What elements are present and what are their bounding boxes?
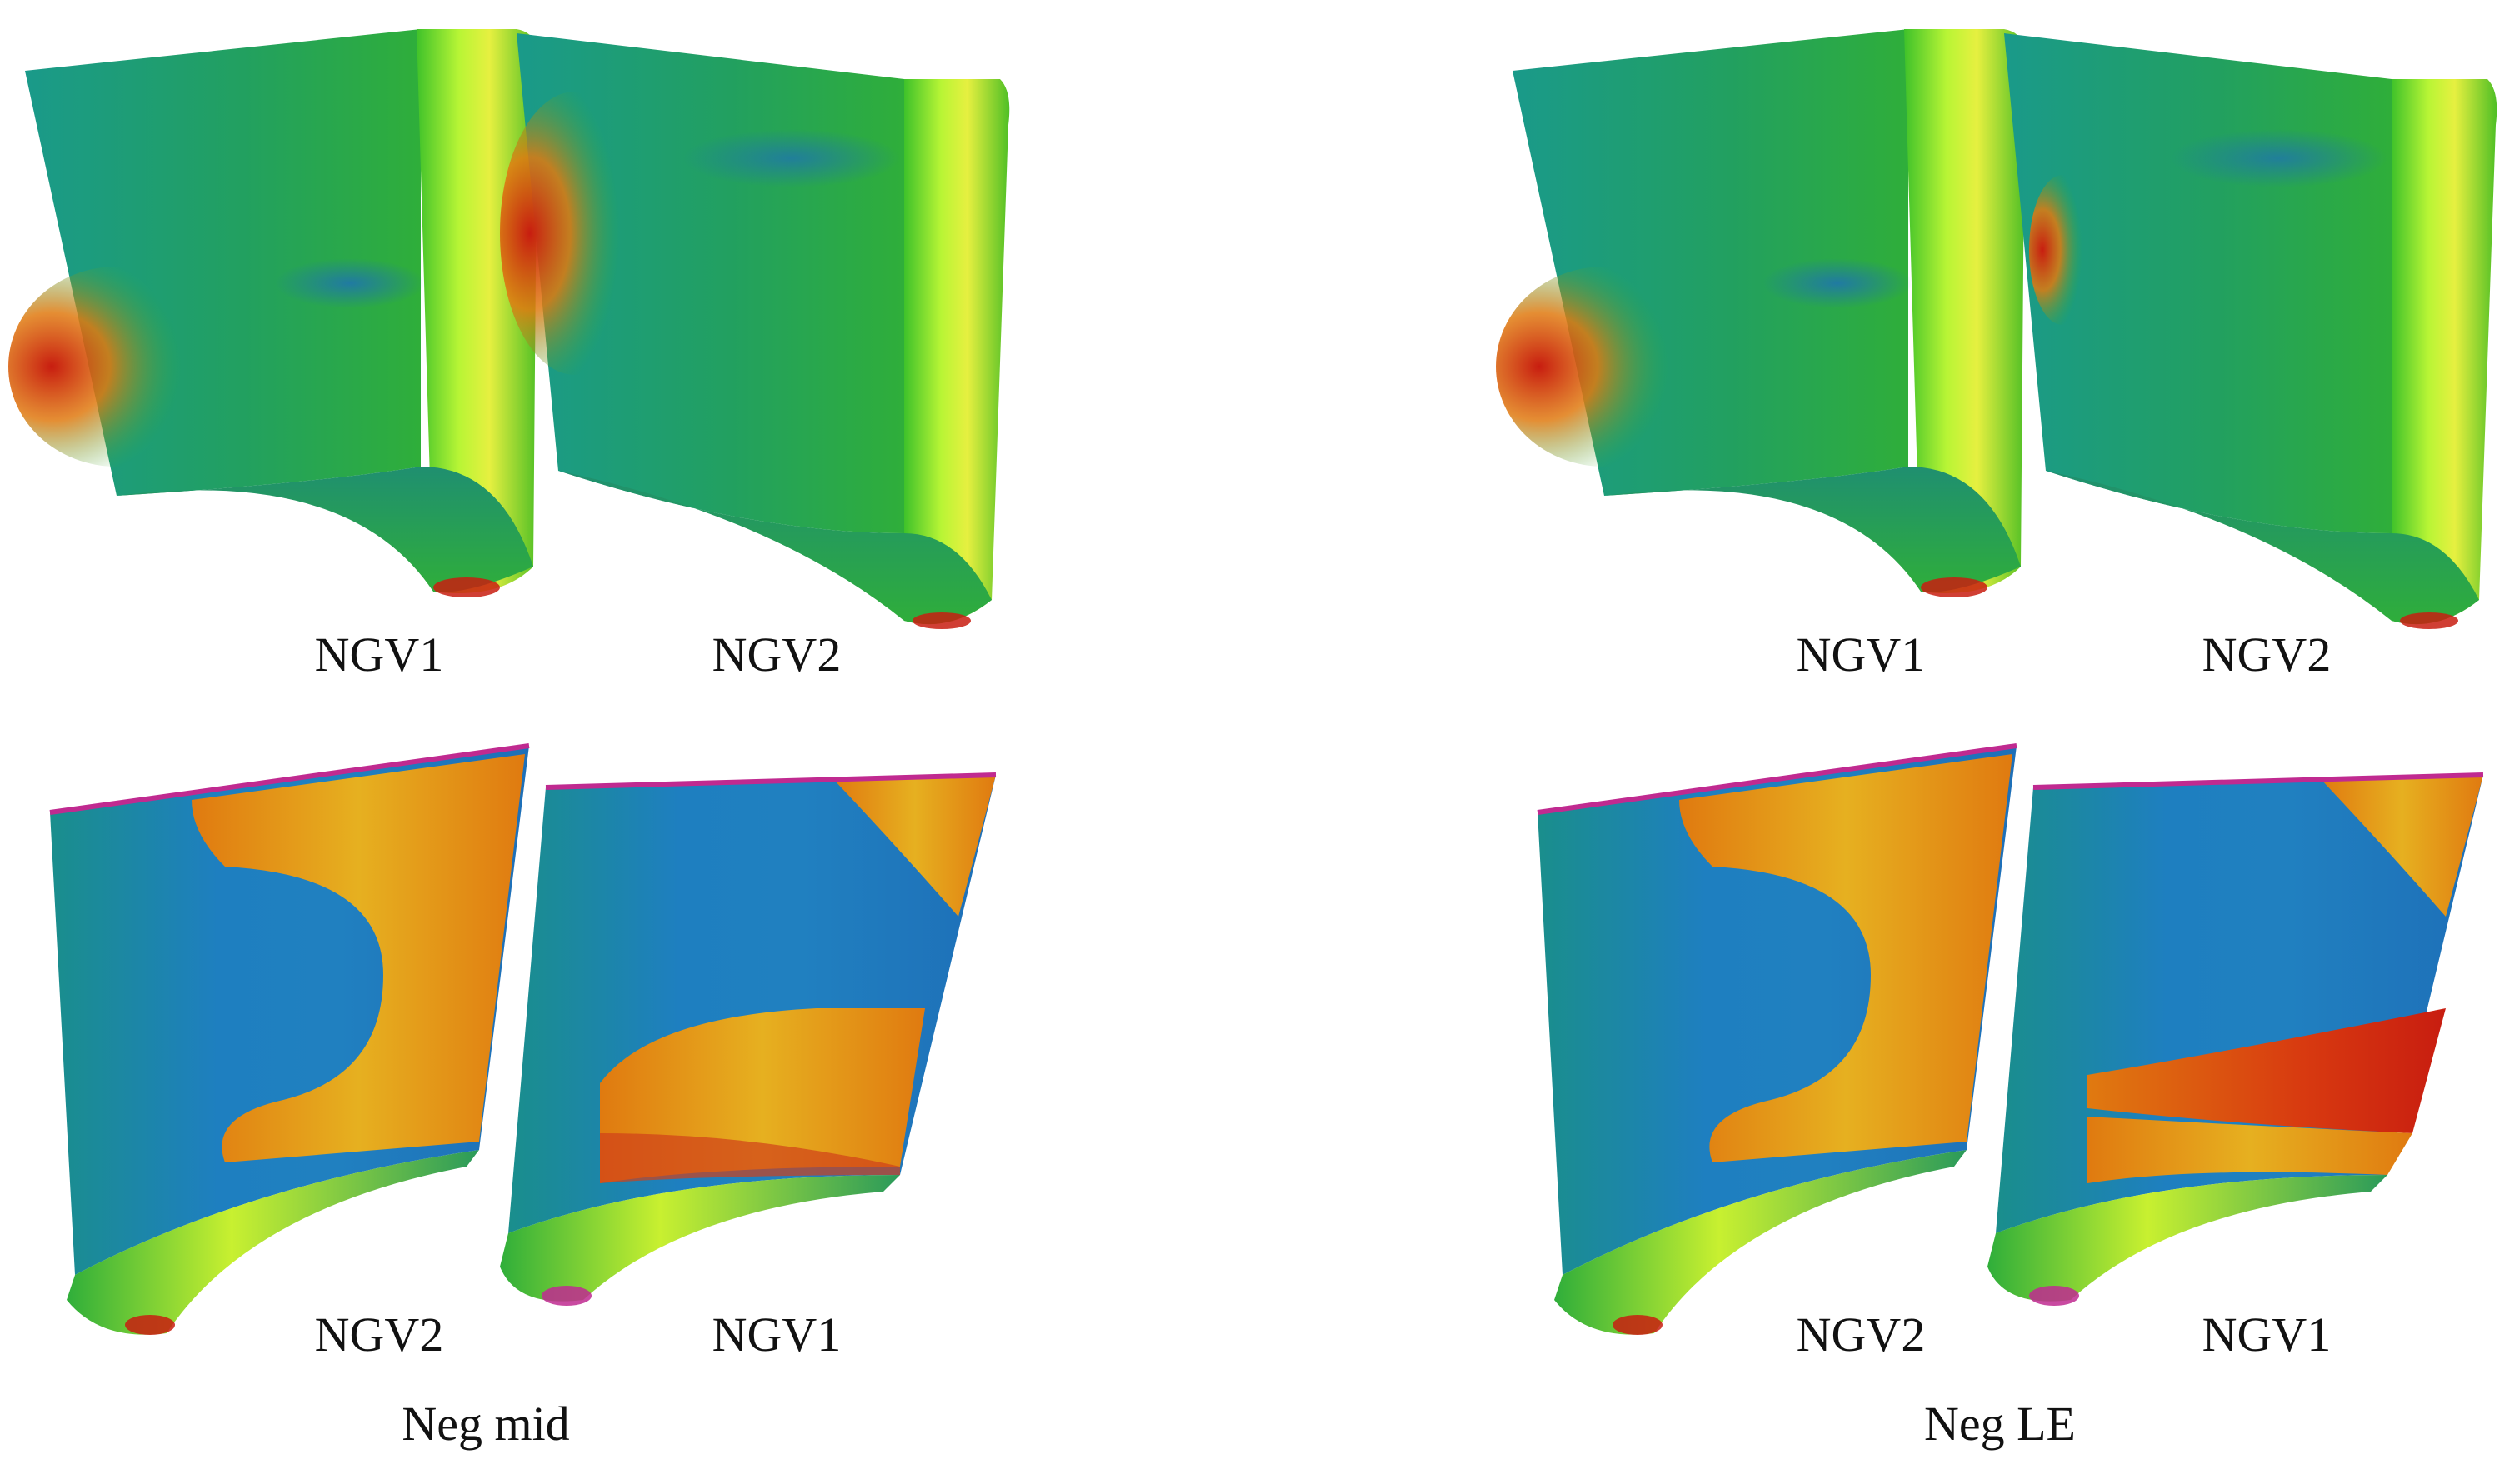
leading-edge [1904, 29, 2026, 593]
blade-label: NGV1 [314, 627, 444, 682]
cool-streak [2171, 129, 2388, 187]
blade-label: NGV1 [1796, 627, 1926, 682]
hot-spot [125, 1315, 175, 1335]
hub-curve [1604, 467, 2021, 592]
panel-caption: Neg LE [1924, 1397, 2076, 1451]
shroud-edge [2032, 772, 2484, 790]
hub-curve [558, 471, 992, 625]
hub-curve [2046, 471, 2479, 625]
hub-curve [500, 1175, 900, 1302]
blade-label: NGV2 [314, 1307, 444, 1362]
hot-spot [912, 612, 971, 629]
blade-label: NGV1 [2202, 1307, 2332, 1362]
hot-spot [2400, 612, 2458, 629]
blade-label: NGV2 [1796, 1307, 1926, 1362]
bottom-blade-ngv2 [1537, 743, 2018, 1335]
cool-streak [683, 129, 900, 187]
hot-spot [433, 577, 500, 597]
shroud-edge [49, 743, 530, 815]
hot-spot [2029, 1286, 2079, 1306]
hub-curve [117, 467, 533, 592]
bottom-blade-ngv2 [49, 743, 530, 1335]
hub-curve [67, 1150, 479, 1335]
leading-edge [417, 29, 538, 593]
shroud-edge [545, 772, 997, 790]
blade-label: NGV1 [712, 1307, 842, 1362]
hub-curve [1554, 1150, 1967, 1335]
hot-spot [1612, 1315, 1662, 1335]
blade-label: NGV2 [2202, 627, 2332, 682]
hot-band [1679, 754, 2012, 1162]
hot-spot [542, 1286, 592, 1306]
cool-streak [275, 258, 425, 308]
shroud-edge [1537, 743, 2018, 815]
hot-spot [2029, 175, 2096, 325]
top-blade-ngv2 [500, 33, 1010, 629]
panel-caption: Neg mid [402, 1397, 570, 1451]
hot-spot [1496, 267, 1712, 467]
panel-neg-le [1496, 29, 2498, 1335]
hot-spot [8, 267, 225, 467]
hot-band [600, 1133, 900, 1183]
top-blade-ngv2 [2004, 33, 2498, 629]
top-blade-ngv1 [8, 29, 538, 597]
hot-spot [500, 92, 650, 375]
cool-streak [1762, 258, 1912, 308]
leading-edge [2392, 79, 2498, 625]
hub-curve [1988, 1175, 2388, 1302]
panel-neg-mid [8, 29, 1010, 1335]
bottom-blade-ngv1 [1988, 772, 2484, 1306]
leading-edge [904, 79, 1010, 625]
hot-band [2321, 775, 2483, 917]
hot-spot [1921, 577, 1988, 597]
hot-band [833, 775, 996, 917]
top-blade-ngv1 [1496, 29, 2026, 597]
hot-band [2088, 1117, 2412, 1183]
bottom-blade-ngv1 [500, 772, 997, 1306]
blade-label: NGV2 [712, 627, 842, 682]
hot-band [2088, 1008, 2446, 1133]
hot-band [192, 754, 525, 1162]
